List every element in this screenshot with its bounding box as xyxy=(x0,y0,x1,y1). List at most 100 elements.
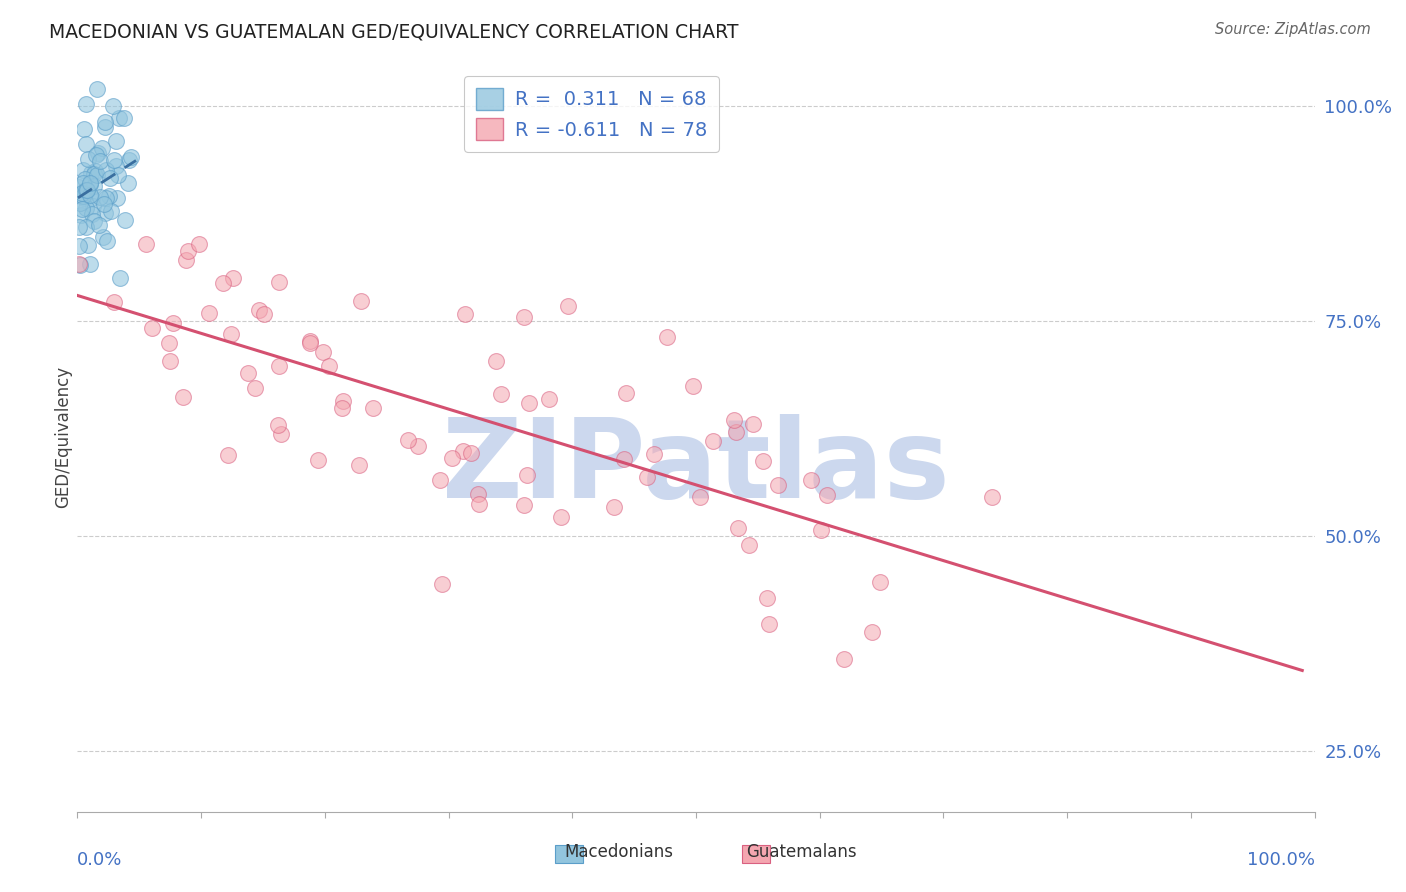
Point xyxy=(67,180,90,194)
Point xyxy=(742,417,765,432)
Point xyxy=(737,538,759,552)
Point xyxy=(67,239,90,253)
Text: Guatemalans: Guatemalans xyxy=(747,843,856,861)
Point xyxy=(550,510,572,524)
Point xyxy=(800,473,823,487)
Point xyxy=(82,191,104,205)
Point xyxy=(810,523,832,537)
Point xyxy=(440,451,463,466)
Point xyxy=(318,359,340,374)
Point xyxy=(73,184,96,198)
Point xyxy=(87,145,110,160)
Point xyxy=(211,276,233,290)
Point xyxy=(253,307,276,321)
Point xyxy=(643,447,665,461)
Point xyxy=(557,300,579,314)
Point xyxy=(91,230,114,244)
Point xyxy=(332,394,354,409)
Point xyxy=(406,440,429,454)
Point xyxy=(70,186,93,200)
Point xyxy=(105,191,128,205)
Point xyxy=(429,473,451,487)
Point xyxy=(94,120,117,135)
Point xyxy=(104,159,127,173)
Point xyxy=(89,153,111,168)
Point xyxy=(103,295,125,310)
Point xyxy=(100,204,122,219)
Point xyxy=(83,178,105,193)
Point xyxy=(614,385,637,400)
Point xyxy=(76,183,98,197)
Point xyxy=(298,336,321,351)
Point xyxy=(89,218,111,232)
Point xyxy=(159,353,181,368)
Point xyxy=(603,500,626,514)
Point xyxy=(91,140,114,154)
Legend: R =  0.311   N = 68, R = -0.611   N = 78: R = 0.311 N = 68, R = -0.611 N = 78 xyxy=(464,76,718,152)
Point xyxy=(72,162,94,177)
Point xyxy=(752,453,775,467)
Point xyxy=(174,252,197,267)
Point xyxy=(516,467,538,482)
Point xyxy=(512,310,534,324)
Text: MACEDONIAN VS GUATEMALAN GED/EQUIVALENCY CORRELATION CHART: MACEDONIAN VS GUATEMALAN GED/EQUIVALENCY… xyxy=(49,22,738,41)
Point xyxy=(860,625,883,640)
Point xyxy=(157,335,180,350)
Point xyxy=(69,258,91,272)
Point xyxy=(73,191,96,205)
Point xyxy=(758,616,780,631)
Point xyxy=(361,401,384,415)
Point xyxy=(236,366,259,380)
Point xyxy=(117,176,139,190)
Text: 0.0%: 0.0% xyxy=(77,851,122,869)
Point xyxy=(221,326,243,341)
Point xyxy=(70,208,93,222)
Point xyxy=(107,111,129,125)
Point xyxy=(162,316,184,330)
Text: Macedonians: Macedonians xyxy=(564,843,673,861)
Point xyxy=(72,176,94,190)
Point xyxy=(702,434,724,449)
Point xyxy=(83,168,105,182)
Point xyxy=(454,307,477,321)
Point xyxy=(513,498,536,512)
Point xyxy=(79,177,101,191)
Point xyxy=(307,453,329,467)
Point xyxy=(350,293,373,308)
Point xyxy=(79,177,101,191)
Point xyxy=(396,433,419,447)
Point xyxy=(112,111,135,125)
Point xyxy=(267,276,290,290)
Point xyxy=(430,577,453,591)
Point xyxy=(245,381,267,395)
Point xyxy=(655,329,678,343)
Point xyxy=(84,147,107,161)
Point xyxy=(724,425,747,440)
Point xyxy=(269,359,291,373)
Point xyxy=(467,497,489,511)
Point xyxy=(73,121,96,136)
Point xyxy=(79,176,101,190)
Point xyxy=(467,486,489,500)
Point xyxy=(727,521,749,535)
Point xyxy=(93,115,115,129)
Point xyxy=(460,446,482,460)
Y-axis label: GED/Equivalency: GED/Equivalency xyxy=(53,366,72,508)
Point xyxy=(270,427,292,442)
Point xyxy=(103,153,125,168)
Point xyxy=(538,392,561,406)
Point xyxy=(86,82,108,96)
Point xyxy=(89,190,111,204)
Point xyxy=(682,379,704,393)
Point xyxy=(98,170,121,185)
Point xyxy=(80,166,103,180)
Point xyxy=(177,244,200,258)
Point xyxy=(76,152,98,166)
Point xyxy=(76,237,98,252)
Point xyxy=(723,412,745,426)
Point xyxy=(72,189,94,203)
Point xyxy=(75,137,97,152)
Point xyxy=(103,99,125,113)
Point xyxy=(267,417,290,432)
Point xyxy=(489,387,512,401)
